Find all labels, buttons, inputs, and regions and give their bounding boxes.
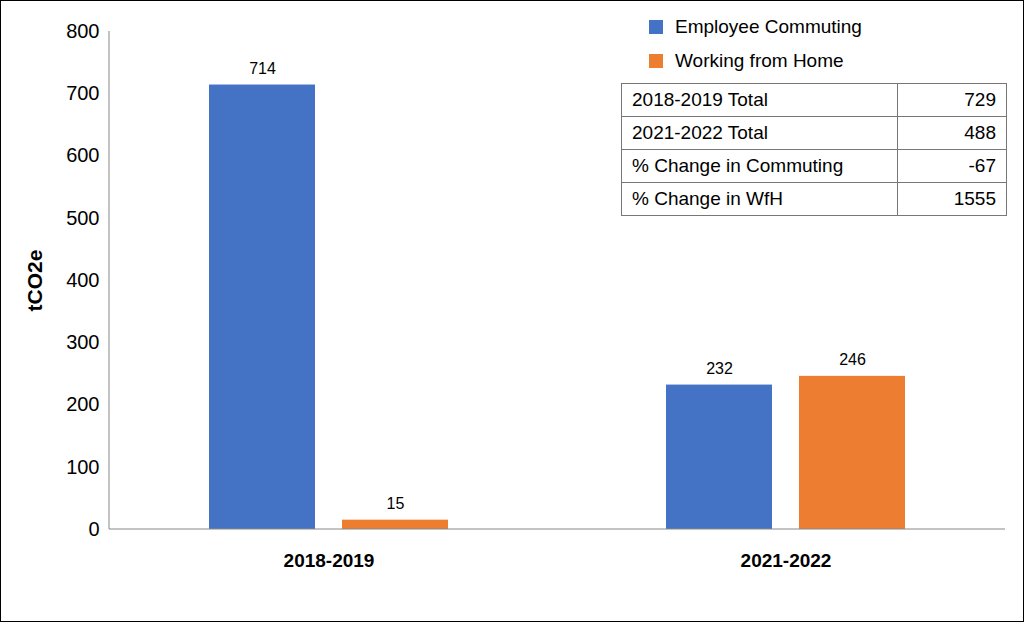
svg-text:2018-2019: 2018-2019	[284, 550, 375, 571]
svg-text:246: 246	[839, 351, 866, 368]
html-text:1555: 1555	[953, 188, 996, 209]
svg-text:400: 400	[66, 269, 99, 291]
svg-text:714: 714	[249, 60, 276, 77]
html-text:% Change in WfH: % Change in WfH	[632, 188, 783, 209]
svg-text:800: 800	[66, 20, 99, 42]
html-text:-67: -67	[968, 155, 996, 176]
svg-text:700: 700	[66, 82, 99, 104]
svg-text:100: 100	[66, 456, 99, 478]
svg-text:tCO2e: tCO2e	[23, 250, 46, 312]
html-text:729: 729	[964, 89, 996, 110]
html-text:2018-2019 Total: 2018-2019 Total	[632, 89, 768, 110]
html-text:2021-2022 Total: 2021-2022 Total	[632, 122, 768, 143]
svg-text:232: 232	[706, 360, 733, 377]
html-text:488: 488	[964, 122, 996, 143]
html-text:% Change in Commuting: % Change in Commuting	[632, 155, 844, 176]
html-text:Working from Home: Working from Home	[675, 50, 844, 71]
svg-text:500: 500	[66, 207, 99, 229]
svg-text:2021-2022: 2021-2022	[741, 550, 832, 571]
svg-text:0: 0	[88, 518, 99, 540]
svg-text:15: 15	[387, 495, 405, 512]
svg-text:200: 200	[66, 393, 99, 415]
html-text:Employee Commuting: Employee Commuting	[675, 16, 862, 37]
svg-text:300: 300	[66, 331, 99, 353]
svg-text:600: 600	[66, 144, 99, 166]
